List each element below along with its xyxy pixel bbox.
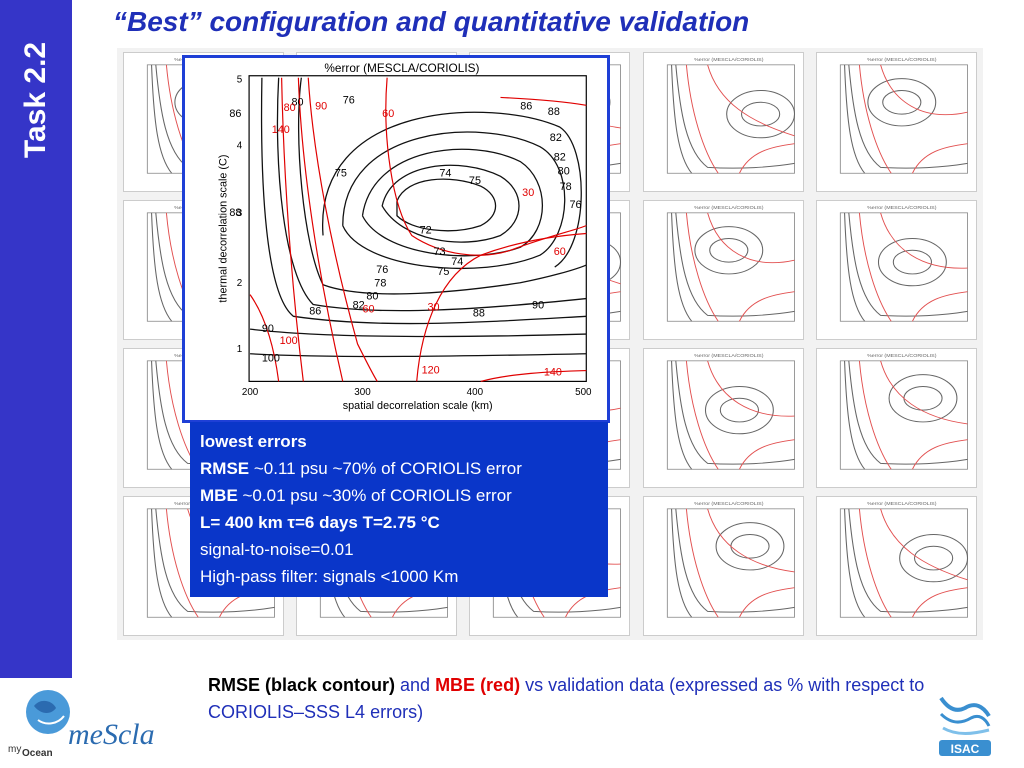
y-tick-label: 4 bbox=[237, 141, 243, 152]
red-contour-labels: 60 30 120 140 100 90 80 60 30 60 140 bbox=[272, 100, 566, 378]
svg-text:74: 74 bbox=[451, 256, 463, 268]
svg-text:100: 100 bbox=[262, 353, 280, 365]
main-contour-chart: %error (MESCLA/CORIOLIS) bbox=[217, 61, 592, 412]
infobox-mbe-line: MBE ~0.01 psu ~30% of CORIOLIS error bbox=[200, 486, 512, 505]
small-plot-title: %error (MESCLA/CORIOLIS) bbox=[694, 501, 764, 507]
svg-text:140: 140 bbox=[272, 124, 290, 136]
x-tick-label: 300 bbox=[354, 387, 371, 398]
svg-text:74: 74 bbox=[439, 167, 451, 179]
sidebar-title: Task 2.2 bbox=[19, 41, 52, 159]
main-plot-title: %error (MESCLA/CORIOLIS) bbox=[324, 61, 479, 75]
svg-text:30: 30 bbox=[428, 301, 440, 313]
isac-logo: ISAC bbox=[935, 690, 995, 760]
figure-caption: RMSE (black contour) and MBE (red) vs va… bbox=[208, 675, 925, 722]
small-contour-plot: %error (MESCLA/CORIOLIS) bbox=[643, 348, 804, 488]
y-tick-label: 3 bbox=[237, 208, 243, 219]
svg-text:meScla: meScla bbox=[68, 718, 155, 751]
small-contour-plot: %error (MESCLA/CORIOLIS) bbox=[816, 496, 977, 636]
svg-text:90: 90 bbox=[532, 299, 544, 311]
svg-text:82: 82 bbox=[550, 132, 562, 144]
infobox-filter: High-pass filter: signals <1000 Km bbox=[200, 567, 459, 586]
small-plot-title: %error (MESCLA/CORIOLIS) bbox=[867, 501, 937, 507]
svg-text:140: 140 bbox=[544, 366, 562, 378]
small-contour-plot: %error (MESCLA/CORIOLIS) bbox=[816, 200, 977, 340]
slide-title: “Best” configuration and quantitative va… bbox=[113, 6, 750, 37]
svg-text:80: 80 bbox=[366, 291, 378, 303]
svg-text:86: 86 bbox=[520, 100, 532, 112]
myocean-mescla-logo: my Ocean meScla bbox=[8, 680, 178, 760]
small-contour-plot: %error (MESCLA/CORIOLIS) bbox=[643, 52, 804, 192]
svg-text:86: 86 bbox=[229, 108, 241, 120]
svg-text:72: 72 bbox=[420, 224, 432, 236]
small-plot-title: %error (MESCLA/CORIOLIS) bbox=[694, 205, 764, 211]
y-tick-label: 5 bbox=[237, 75, 243, 86]
infobox-heading: lowest errors bbox=[200, 432, 307, 451]
rmse-contours bbox=[249, 77, 587, 358]
svg-text:75: 75 bbox=[469, 175, 481, 187]
infobox-parameters: L= 400 km τ=6 days T=2.75 °C bbox=[200, 513, 440, 532]
x-tick-label: 400 bbox=[467, 387, 484, 398]
x-tick-label: 500 bbox=[575, 387, 592, 398]
y-axis-label: thermal decorrelation scale (C) bbox=[217, 155, 229, 303]
svg-text:80: 80 bbox=[558, 165, 570, 177]
small-contour-plot: %error (MESCLA/CORIOLIS) bbox=[643, 200, 804, 340]
svg-text:60: 60 bbox=[382, 108, 394, 120]
svg-text:80: 80 bbox=[291, 96, 303, 108]
svg-text:78: 78 bbox=[374, 278, 386, 290]
svg-text:75: 75 bbox=[437, 266, 449, 278]
best-configuration-plot: %error (MESCLA/CORIOLIS) bbox=[182, 55, 610, 423]
svg-text:88: 88 bbox=[473, 307, 485, 319]
svg-text:73: 73 bbox=[433, 246, 445, 258]
mbe-contours bbox=[249, 77, 587, 382]
svg-text:60: 60 bbox=[362, 303, 374, 315]
svg-text:76: 76 bbox=[570, 199, 582, 211]
small-plot-title: %error (MESCLA/CORIOLIS) bbox=[867, 57, 937, 63]
svg-text:Ocean: Ocean bbox=[22, 748, 53, 759]
small-plot-title: %error (MESCLA/CORIOLIS) bbox=[867, 205, 937, 211]
svg-text:86: 86 bbox=[309, 305, 321, 317]
svg-text:76: 76 bbox=[376, 264, 388, 276]
sidebar: Task 2.2 bbox=[0, 0, 72, 678]
svg-text:60: 60 bbox=[554, 246, 566, 258]
svg-text:76: 76 bbox=[343, 94, 355, 106]
x-axis-label: spatial decorrelation scale (km) bbox=[343, 400, 493, 412]
svg-text:88: 88 bbox=[548, 106, 560, 118]
small-contour-plot: %error (MESCLA/CORIOLIS) bbox=[643, 496, 804, 636]
black-contour-labels: 76 74 75 72 73 74 75 76 78 80 82 86 88 9… bbox=[229, 94, 581, 364]
svg-text:78: 78 bbox=[560, 181, 572, 193]
y-tick-label: 2 bbox=[237, 278, 242, 289]
infobox-rmse-line: RMSE ~0.11 psu ~70% of CORIOLIS error bbox=[200, 459, 522, 478]
lowest-errors-box: lowest errors RMSE ~0.11 psu ~70% of COR… bbox=[190, 422, 608, 597]
svg-text:82: 82 bbox=[353, 299, 365, 311]
svg-text:ISAC: ISAC bbox=[951, 742, 980, 756]
infobox-signal-to-noise: signal-to-noise=0.01 bbox=[200, 540, 354, 559]
svg-text:100: 100 bbox=[280, 335, 298, 347]
x-tick-label: 200 bbox=[242, 387, 259, 398]
small-plot-title: %error (MESCLA/CORIOLIS) bbox=[694, 57, 764, 63]
svg-text:90: 90 bbox=[315, 100, 327, 112]
small-contour-plot: %error (MESCLA/CORIOLIS) bbox=[816, 348, 977, 488]
svg-text:80: 80 bbox=[284, 102, 296, 114]
svg-text:120: 120 bbox=[422, 365, 440, 377]
y-tick-label: 1 bbox=[237, 344, 242, 355]
main-plot-frame bbox=[248, 75, 587, 382]
svg-text:my: my bbox=[8, 744, 21, 755]
small-plot-title: %error (MESCLA/CORIOLIS) bbox=[694, 353, 764, 359]
small-contour-plot: %error (MESCLA/CORIOLIS) bbox=[816, 52, 977, 192]
svg-text:30: 30 bbox=[522, 187, 534, 199]
svg-text:88: 88 bbox=[229, 207, 241, 219]
small-plot-title: %error (MESCLA/CORIOLIS) bbox=[867, 353, 937, 359]
svg-text:90: 90 bbox=[262, 323, 274, 335]
svg-text:82: 82 bbox=[554, 152, 566, 164]
svg-text:75: 75 bbox=[335, 167, 347, 179]
